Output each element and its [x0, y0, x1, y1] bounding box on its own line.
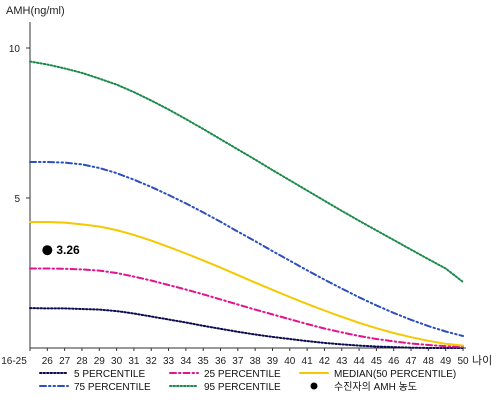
patient-amh-value-label: 3.26	[56, 243, 80, 257]
x-tick-label: 26	[42, 356, 54, 367]
y-ticks: 5 10	[9, 44, 30, 205]
x-tick-label: 38	[250, 356, 262, 367]
legend-label: 95 PERCENTILE	[204, 382, 281, 393]
legend-label: 수진자의 AMH 농도	[334, 381, 417, 393]
y-tick-label: 5	[14, 194, 20, 205]
legend-point-swatch	[310, 382, 318, 390]
x-tick-label: 48	[423, 356, 435, 367]
legend-label: MEDIAN(50 PERCENTILE)	[334, 369, 456, 380]
series-line-95-percentile	[29, 60, 464, 283]
x-ticks: 16-25 26 27 28 29 30 31 32 33 34 35 36 37 38 39 40 41 42 4…	[1, 348, 469, 367]
x-tick-label: 29	[94, 356, 106, 367]
x-tick-label: 30	[111, 356, 123, 367]
x-tick-label: 49	[440, 356, 452, 367]
x-tick-label: 31	[128, 356, 140, 367]
series-line-median-50-percentile	[29, 221, 464, 347]
series-line-25-percentile	[29, 267, 464, 349]
x-tick-label: 33	[163, 356, 175, 367]
x-tick-label: 35	[198, 356, 210, 367]
x-tick-label: 41	[302, 356, 314, 367]
x-axis-title: 나이	[472, 354, 492, 367]
legend: 5 PERCENTILE 25 PERCENTILE MEDIAN(50 PERCE…	[39, 369, 456, 393]
y-axis-title: AMH(ng/ml)	[6, 5, 65, 17]
series-line-75-percentile	[29, 161, 464, 337]
series-line-5-percentile	[29, 307, 464, 349]
x-tick-label: 28	[76, 356, 88, 367]
x-tick-label: 39	[267, 356, 279, 367]
legend-label: 75 PERCENTILE	[74, 382, 151, 393]
x-tick-label: 32	[146, 356, 158, 367]
x-tick-label: 45	[371, 356, 383, 367]
x-tick-label: 40	[284, 356, 296, 367]
patient-amh-point	[42, 245, 53, 256]
legend-label: 25 PERCENTILE	[204, 369, 281, 380]
x-tick-label: 46	[388, 356, 400, 367]
x-tick-label: 47	[405, 356, 417, 367]
x-tick-label: 27	[59, 356, 71, 367]
patient-point-layer: 3.26	[42, 243, 80, 257]
x-tick-label: 34	[180, 356, 192, 367]
x-tick-label: 36	[215, 356, 227, 367]
x-tick-label: 37	[232, 356, 244, 367]
x-tick-label: 44	[354, 356, 366, 367]
x-tick-label: 43	[336, 356, 348, 367]
x-tick-label: 16-25	[1, 356, 27, 367]
legend-label: 5 PERCENTILE	[74, 369, 145, 380]
series-layer	[29, 60, 464, 349]
x-tick-label: 50	[457, 356, 469, 367]
x-tick-label: 42	[319, 356, 331, 367]
y-tick-label: 10	[9, 44, 21, 55]
axes: AMH(ng/ml) 나이	[6, 5, 492, 367]
